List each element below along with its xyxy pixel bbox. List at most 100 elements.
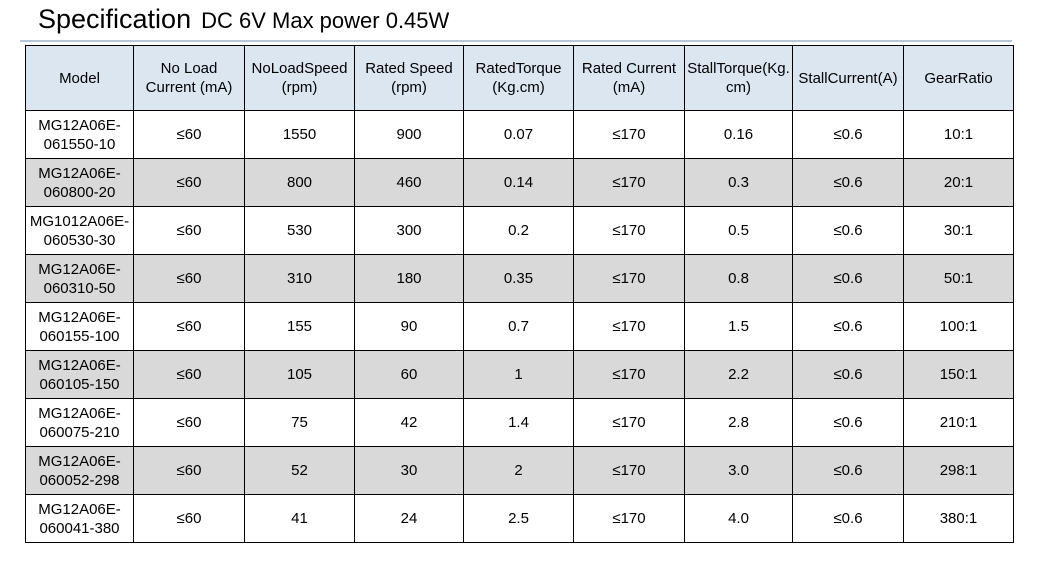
cell: 2.5 xyxy=(463,494,574,543)
cell: MG12A06E-060155-100 xyxy=(25,302,134,351)
cell: 2.8 xyxy=(684,398,793,447)
header-row: Model No Load Current (mA) NoLoadSpeed (rp… xyxy=(25,45,1014,111)
cell: 150:1 xyxy=(903,350,1014,399)
cell: ≤0.6 xyxy=(792,254,904,303)
cell: ≤0.6 xyxy=(792,206,904,255)
row: MG12A06E-060052-298 ≤60 52 30 2 ≤170 3.0 ≤0.6 29… xyxy=(25,446,1014,495)
cell: ≤170 xyxy=(573,206,685,255)
cell: 0.16 xyxy=(684,110,793,159)
header-cell: Rated Current (mA) xyxy=(573,45,685,111)
cell: 2.2 xyxy=(684,350,793,399)
cell: ≤170 xyxy=(573,398,685,447)
header-cell: No Load Current (mA) xyxy=(133,45,245,111)
cell: 460 xyxy=(354,158,464,207)
cell: 1 xyxy=(463,350,574,399)
cell: ≤60 xyxy=(133,494,245,543)
cell: 180 xyxy=(354,254,464,303)
cell: ≤60 xyxy=(133,158,245,207)
cell: 90 xyxy=(354,302,464,351)
heading: Specification DC 6V Max power 0.45W xyxy=(38,4,449,35)
row: MG12A06E-060041-380 ≤60 41 24 2.5 ≤170 4.0 ≤0.6… xyxy=(25,494,1014,543)
cell: ≤0.6 xyxy=(792,350,904,399)
cell: 52 xyxy=(244,446,355,495)
cell: ≤60 xyxy=(133,206,245,255)
cell: MG12A06E-060800-20 xyxy=(25,158,134,207)
cell: ≤60 xyxy=(133,254,245,303)
row: MG12A06E-060800-20 ≤60 800 460 0.14 ≤170 0.3 ≤0… xyxy=(25,158,1014,207)
cell: 10:1 xyxy=(903,110,1014,159)
header-cell: NoLoadSpeed (rpm) xyxy=(244,45,355,111)
cell: MG12A06E-060310-50 xyxy=(25,254,134,303)
cell: ≤60 xyxy=(133,446,245,495)
cell: 105 xyxy=(244,350,355,399)
header-cell: Model xyxy=(25,45,134,111)
cell: 4.0 xyxy=(684,494,793,543)
cell: ≤0.6 xyxy=(792,302,904,351)
cell: ≤170 xyxy=(573,446,685,495)
cell: 2 xyxy=(463,446,574,495)
row: MG12A06E-060075-210 ≤60 75 42 1.4 ≤170 2.8 ≤0.6… xyxy=(25,398,1014,447)
header-cell: StallCurrent(A) xyxy=(792,45,904,111)
subtitle: DC 6V Max power 0.45W xyxy=(201,8,450,33)
cell: MG12A06E-060075-210 xyxy=(25,398,134,447)
header-cell: GearRatio xyxy=(903,45,1014,111)
cell: 1.5 xyxy=(684,302,793,351)
cell: 50:1 xyxy=(903,254,1014,303)
cell: 900 xyxy=(354,110,464,159)
cell: 298:1 xyxy=(903,446,1014,495)
cell: 300 xyxy=(354,206,464,255)
cell: 42 xyxy=(354,398,464,447)
cell: ≤60 xyxy=(133,302,245,351)
cell: 0.7 xyxy=(463,302,574,351)
cell: 3.0 xyxy=(684,446,793,495)
cell: 0.2 xyxy=(463,206,574,255)
header-cell: StallTorque(Kg.cm) xyxy=(684,45,793,111)
cell: 1550 xyxy=(244,110,355,159)
cell: ≤0.6 xyxy=(792,398,904,447)
cell: 0.3 xyxy=(684,158,793,207)
cell: MG12A06E-060041-380 xyxy=(25,494,134,543)
row: MG12A06E-060105-150 ≤60 105 60 1 ≤170 2.2 ≤0.6 1… xyxy=(25,350,1014,399)
cell: ≤170 xyxy=(573,110,685,159)
header-cell: RatedTorque (Kg.cm) xyxy=(463,45,574,111)
cell: ≤170 xyxy=(573,254,685,303)
cell: 0.07 xyxy=(463,110,574,159)
cell: 0.5 xyxy=(684,206,793,255)
cell: 30 xyxy=(354,446,464,495)
cell: 30:1 xyxy=(903,206,1014,255)
cell: ≤60 xyxy=(133,350,245,399)
cell: ≤170 xyxy=(573,158,685,207)
cell: 0.35 xyxy=(463,254,574,303)
cell: 41 xyxy=(244,494,355,543)
row: MG1012A06E-060530-30 ≤60 530 300 0.2 ≤170 0.5 ≤… xyxy=(25,206,1014,255)
cell: 210:1 xyxy=(903,398,1014,447)
cell: 75 xyxy=(244,398,355,447)
cell: ≤170 xyxy=(573,350,685,399)
row: MG12A06E-061550-10 ≤60 1550 900 0.07 ≤170 0.16… xyxy=(25,110,1014,159)
cell: 100:1 xyxy=(903,302,1014,351)
cell: 1.4 xyxy=(463,398,574,447)
header-cell: Rated Speed (rpm) xyxy=(354,45,464,111)
cell: 20:1 xyxy=(903,158,1014,207)
cell: ≤60 xyxy=(133,110,245,159)
cell: 60 xyxy=(354,350,464,399)
cell: 0.8 xyxy=(684,254,793,303)
cell: ≤0.6 xyxy=(792,446,904,495)
cell: ≤170 xyxy=(573,302,685,351)
cell: ≤0.6 xyxy=(792,494,904,543)
cell: 24 xyxy=(354,494,464,543)
cell: 310 xyxy=(244,254,355,303)
cell: MG12A06E-060105-150 xyxy=(25,350,134,399)
row: MG12A06E-060155-100 ≤60 155 90 0.7 ≤170 1.5 ≤0.… xyxy=(25,302,1014,351)
cell: 155 xyxy=(244,302,355,351)
cell: 800 xyxy=(244,158,355,207)
row: MG12A06E-060310-50 ≤60 310 180 0.35 ≤170 0.8 ≤0… xyxy=(25,254,1014,303)
cell: ≤0.6 xyxy=(792,158,904,207)
cell: MG1012A06E-060530-30 xyxy=(25,206,134,255)
cell: ≤60 xyxy=(133,398,245,447)
cell: MG12A06E-060052-298 xyxy=(25,446,134,495)
title: Specification xyxy=(38,4,192,34)
spec-table: Model No Load Current (mA) NoLoadSpeed (rp… xyxy=(25,45,1014,543)
cell: ≤170 xyxy=(573,494,685,543)
